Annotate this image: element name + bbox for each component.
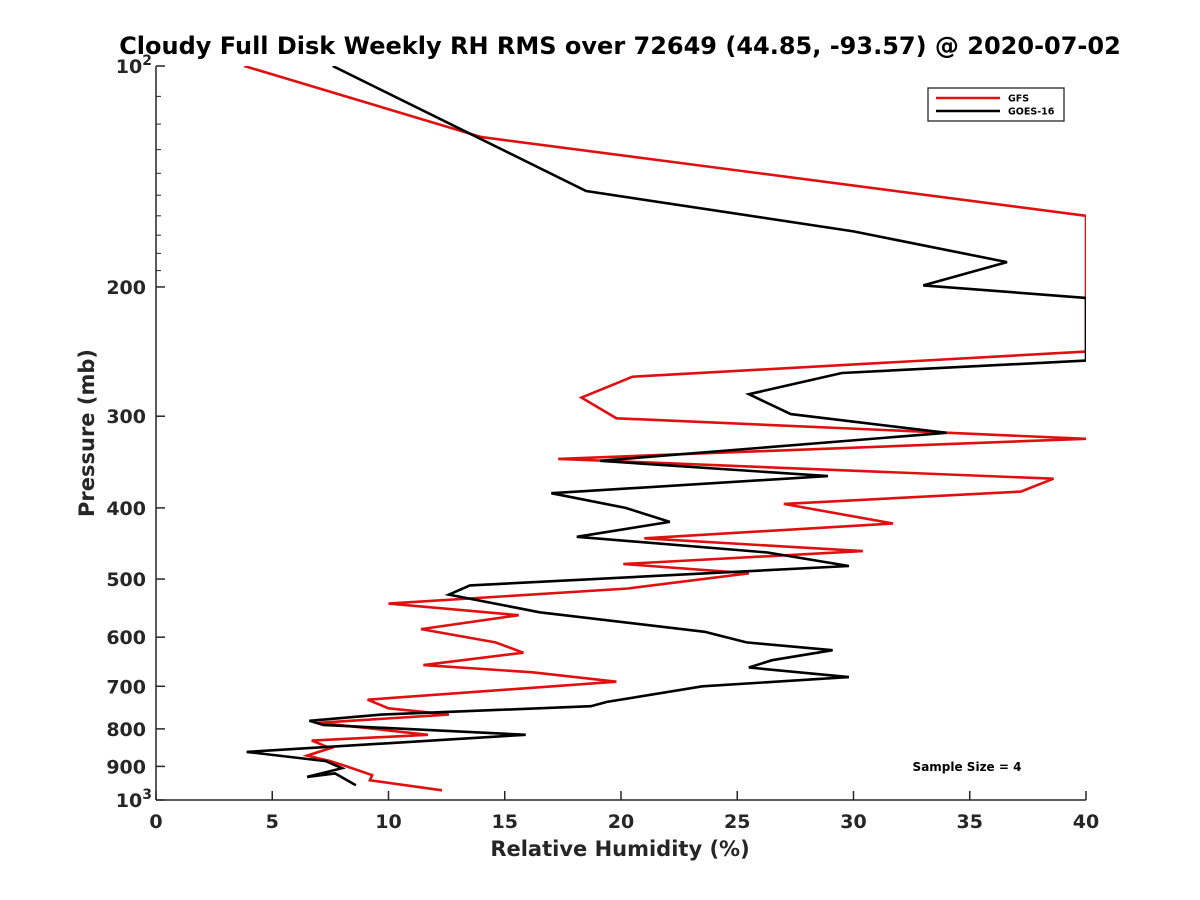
chart-title: Cloudy Full Disk Weekly RH RMS over 7264…	[119, 32, 1121, 60]
x-tick-label: 20	[608, 811, 634, 833]
y-tick-label: 400	[106, 498, 146, 520]
series-line-gfs	[243, 66, 1086, 792]
y-tick-label: 102	[116, 53, 152, 78]
x-tick-label: 25	[724, 811, 750, 833]
x-axis-label: Relative Humidity (%)	[490, 837, 749, 861]
sample-size-annotation: Sample Size = 4	[913, 760, 1022, 774]
legend-label: GOES-16	[1008, 107, 1055, 118]
y-axis-label: Pressure (mb)	[75, 349, 99, 517]
y-tick-label: 103	[116, 787, 152, 812]
y-tick-label: 500	[106, 569, 146, 591]
y-tick-label: 800	[106, 719, 146, 741]
y-tick-label: 300	[106, 406, 146, 428]
y-tick-label: 600	[106, 627, 146, 649]
legend-box	[927, 87, 1065, 122]
x-tick-label: 15	[492, 811, 518, 833]
x-tick-label: 10	[375, 811, 401, 833]
x-tick-label: 30	[840, 811, 866, 833]
plot-area	[243, 66, 1086, 792]
x-tick-label: 0	[149, 811, 162, 833]
x-tick-label: 40	[1073, 811, 1099, 833]
series-line-goes-16	[246, 66, 1086, 787]
legend-label: GFS	[1008, 94, 1029, 105]
y-tick-label: 900	[106, 756, 146, 778]
x-axis: 0 5 10 15 20 25 30 35 40	[149, 791, 1099, 833]
x-tick-label: 5	[266, 811, 279, 833]
x-tick-label: 35	[957, 811, 983, 833]
y-tick-label: 200	[106, 277, 146, 299]
legend: GFS GOES-16	[927, 87, 1065, 122]
y-tick-label: 700	[106, 676, 146, 698]
y-axis: 102 200 300 400 500 600 700 800 900 103	[106, 53, 165, 812]
